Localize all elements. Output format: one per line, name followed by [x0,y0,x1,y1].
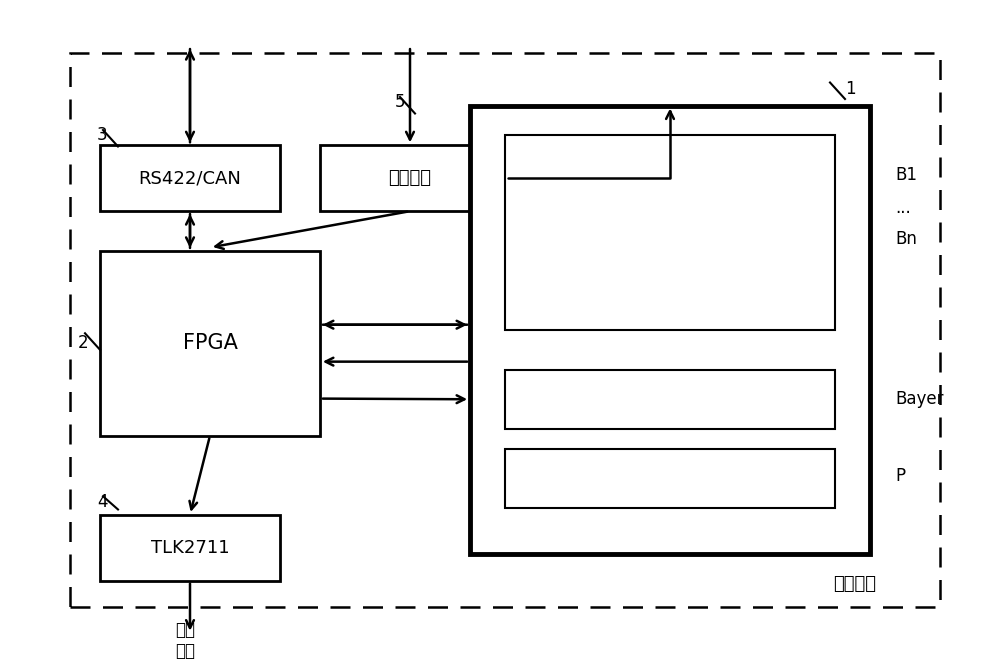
FancyBboxPatch shape [505,135,835,330]
Text: TLK2711: TLK2711 [151,539,229,556]
Bar [70,53,940,607]
Text: 5: 5 [395,93,406,112]
Text: Bn: Bn [895,230,917,248]
Text: 图像
数据: 图像 数据 [175,621,195,659]
Text: ...: ... [895,199,911,217]
Text: 1: 1 [845,80,856,98]
FancyBboxPatch shape [505,449,835,508]
FancyBboxPatch shape [100,145,280,211]
Text: RS422/CAN: RS422/CAN [139,169,241,187]
FancyBboxPatch shape [100,251,320,436]
FancyBboxPatch shape [505,370,835,429]
Text: FPGA: FPGA [183,333,237,353]
Text: 2: 2 [78,334,89,352]
Text: 3: 3 [97,126,108,144]
FancyBboxPatch shape [470,106,870,554]
FancyBboxPatch shape [320,145,500,211]
Text: Bayer: Bayer [895,390,944,408]
Text: 成像装置: 成像装置 [834,575,876,593]
Text: B1: B1 [895,166,917,184]
Text: 4: 4 [97,493,108,511]
Text: 电源系统: 电源系统 [389,169,432,187]
FancyBboxPatch shape [100,515,280,581]
Text: P: P [895,467,905,485]
